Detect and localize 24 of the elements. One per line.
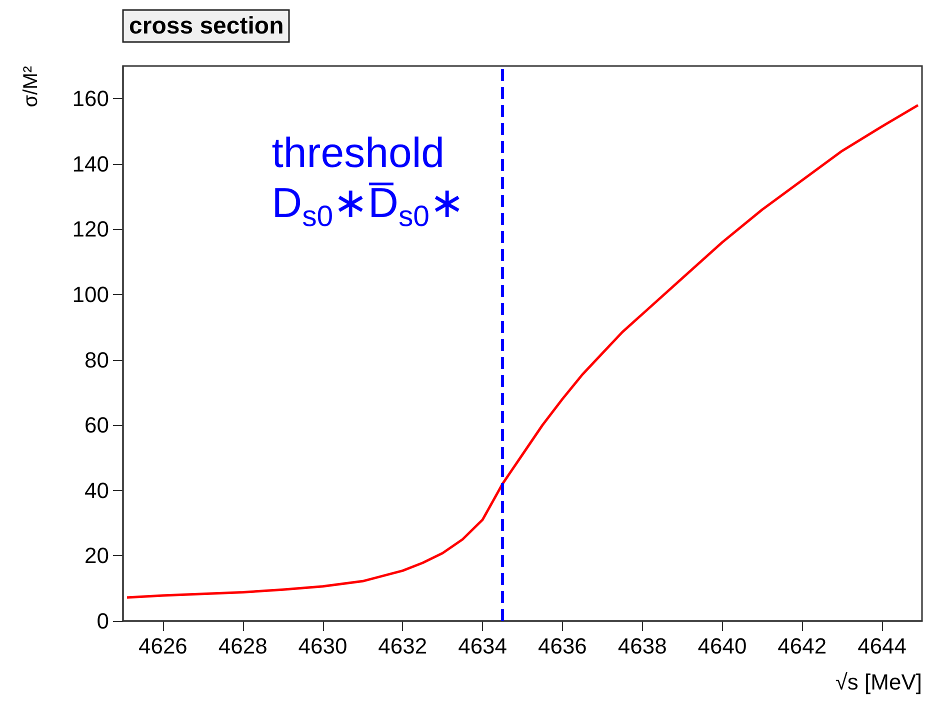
y-tick-label: 0 (96, 608, 109, 634)
x-tick-label: 4640 (698, 634, 747, 658)
y-tick-label: 80 (84, 347, 109, 372)
x-tick-label: 4626 (138, 634, 188, 658)
y-tick-label: 120 (72, 216, 109, 242)
x-tick-label: 4644 (858, 634, 907, 658)
y-tick-label: 140 (72, 151, 109, 176)
ref-line-label: threshold D$_{s0}$∗D̅$_{s0}$∗ (272, 128, 465, 235)
x-axis-title: √s [MeV] (835, 670, 922, 694)
x-tick-label: 4632 (378, 634, 428, 658)
y-tick-label: 160 (72, 86, 109, 112)
x-tick-label: 4638 (618, 634, 667, 658)
y-tick-label: 60 (84, 412, 109, 438)
y-tick-label: 40 (84, 478, 109, 503)
y-tick-label: 100 (72, 282, 109, 308)
y-tick-label: 20 (84, 543, 109, 568)
x-tick-label: 4630 (298, 634, 348, 658)
x-tick-label: 4628 (218, 634, 268, 658)
y-axis-title: σ/M² (20, 66, 42, 108)
x-tick-label: 4634 (458, 634, 508, 658)
line-series (126, 104, 920, 599)
x-tick-label: 4642 (778, 634, 827, 658)
x-tick-label: 4636 (538, 634, 587, 658)
chart-title: cross section (129, 12, 284, 40)
